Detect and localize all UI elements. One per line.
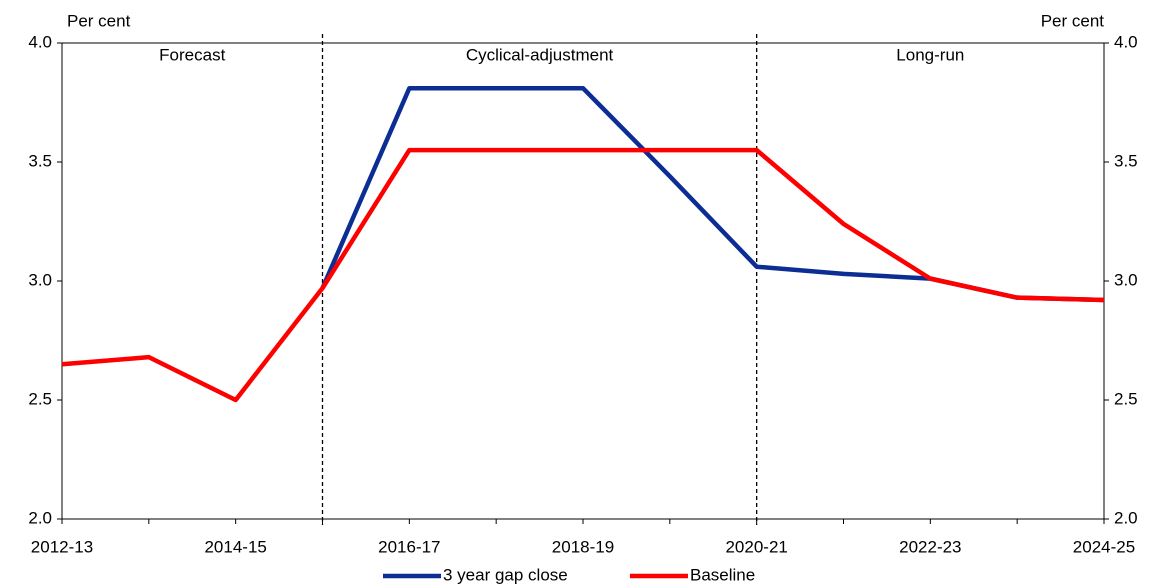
legend-label: Baseline: [690, 565, 755, 584]
y-tick-label: 2.0: [28, 508, 52, 527]
y2-tick-label: 3.0: [1114, 270, 1138, 289]
series-line: [61, 147, 1105, 403]
y2-tick-label: 2.0: [1114, 508, 1138, 527]
x-tick-label: 2024-25: [1073, 537, 1135, 556]
region-label: Forecast: [159, 45, 225, 64]
x-tick-label: 2018-19: [552, 537, 614, 556]
y2-axis-label: Per cent: [1041, 11, 1105, 30]
x-tick-label: 2020-21: [725, 537, 787, 556]
region-label: Cyclical-adjustment: [466, 45, 614, 64]
legend-label: 3 year gap close: [443, 565, 568, 584]
y-axis-label: Per cent: [67, 11, 131, 30]
y2-tick-label: 3.5: [1114, 151, 1138, 170]
x-tick-label: 2016-17: [378, 537, 440, 556]
y-tick-label: 3.5: [28, 151, 52, 170]
x-tick-label: 2012-13: [31, 537, 93, 556]
y-tick-label: 2.5: [28, 389, 52, 408]
y2-tick-label: 4.0: [1114, 32, 1138, 51]
y-tick-label: 3.0: [28, 270, 52, 289]
y2-tick-label: 2.5: [1114, 389, 1138, 408]
x-tick-label: 2014-15: [204, 537, 266, 556]
y-tick-label: 4.0: [28, 32, 52, 51]
series-line: [320, 85, 1105, 303]
region-label: Long-run: [896, 45, 964, 64]
x-tick-label: 2022-23: [899, 537, 961, 556]
